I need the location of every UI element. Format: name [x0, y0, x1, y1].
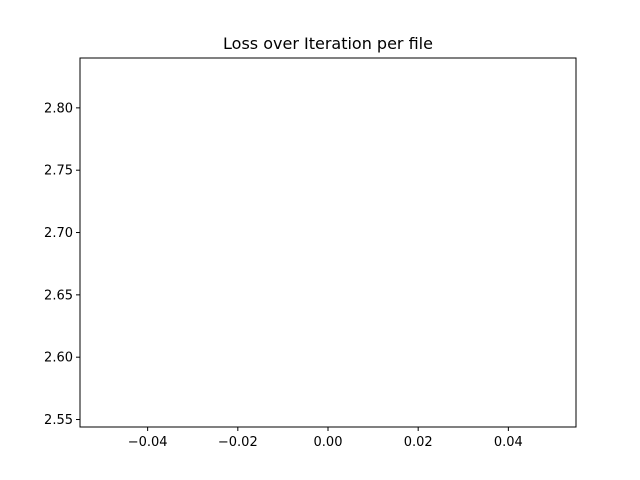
y-tick-label: 2.75	[44, 164, 73, 179]
x-tick-label: −0.02	[218, 435, 258, 450]
y-tick-label: 2.80	[44, 101, 73, 116]
x-axis: −0.04 −0.02 0.00 0.02 0.04	[128, 427, 523, 450]
x-tick-label: −0.04	[128, 435, 168, 450]
y-tick-label: 2.70	[44, 226, 73, 241]
y-axis: 2.55 2.60 2.65 2.70 2.75 2.80	[44, 101, 80, 428]
y-tick-label: 2.65	[44, 288, 73, 303]
y-tick-label: 2.55	[44, 413, 73, 428]
chart-title: Loss over Iteration per file	[223, 34, 433, 53]
y-tick-label: 2.60	[44, 351, 73, 366]
plot-area	[79, 57, 577, 428]
x-tick-label: 0.04	[494, 435, 523, 450]
x-tick-label: 0.00	[314, 435, 343, 450]
x-tick-label: 0.02	[404, 435, 433, 450]
